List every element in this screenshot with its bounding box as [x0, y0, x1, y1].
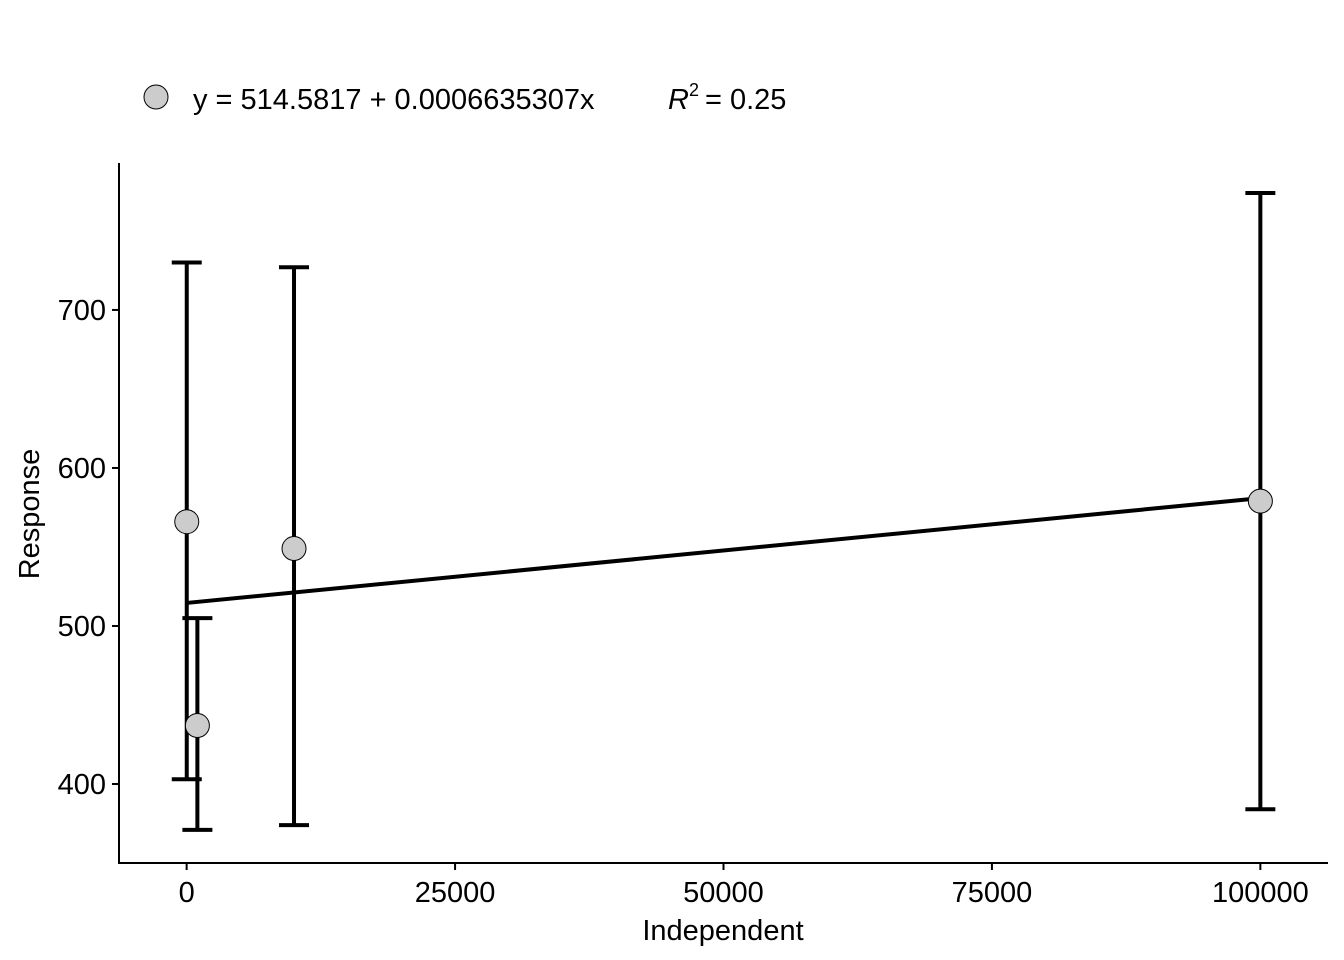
data-point — [174, 509, 200, 535]
x-axis-ticks: 0 25000 50000 75000 100000 — [179, 863, 1309, 909]
data-point — [281, 536, 307, 562]
y-tick-label: 500 — [58, 611, 106, 643]
x-tick-label: 100000 — [1212, 877, 1309, 909]
x-tick-label: 50000 — [683, 877, 764, 909]
data-point — [184, 713, 210, 739]
x-tick-label: 25000 — [415, 877, 496, 909]
legend-key-marker — [143, 84, 169, 110]
r2-superscript: 2 — [689, 80, 699, 100]
x-axis-title: Independent — [642, 915, 803, 947]
y-tick-label: 400 — [58, 769, 106, 801]
y-tick-label: 700 — [58, 295, 106, 327]
regression-line — [186, 496, 1261, 605]
x-tick-label: 75000 — [952, 877, 1033, 909]
plot-area — [171, 191, 1276, 832]
y-axis-title: Response — [14, 449, 46, 580]
x-tick-label: 0 — [179, 877, 195, 909]
legend-r-squared: R2 = 0.25 — [668, 80, 786, 116]
r2-value: = 0.25 — [705, 84, 786, 116]
y-tick-label: 600 — [58, 453, 106, 485]
legend-equation: y = 514.5817 + 0.0006635307x — [193, 84, 595, 116]
legend: y = 514.5817 + 0.0006635307x R2 = 0.25 — [143, 80, 786, 116]
data-point — [1247, 488, 1273, 514]
r2-symbol: R — [668, 84, 689, 116]
y-axis-ticks: 400 500 600 700 — [58, 295, 119, 801]
